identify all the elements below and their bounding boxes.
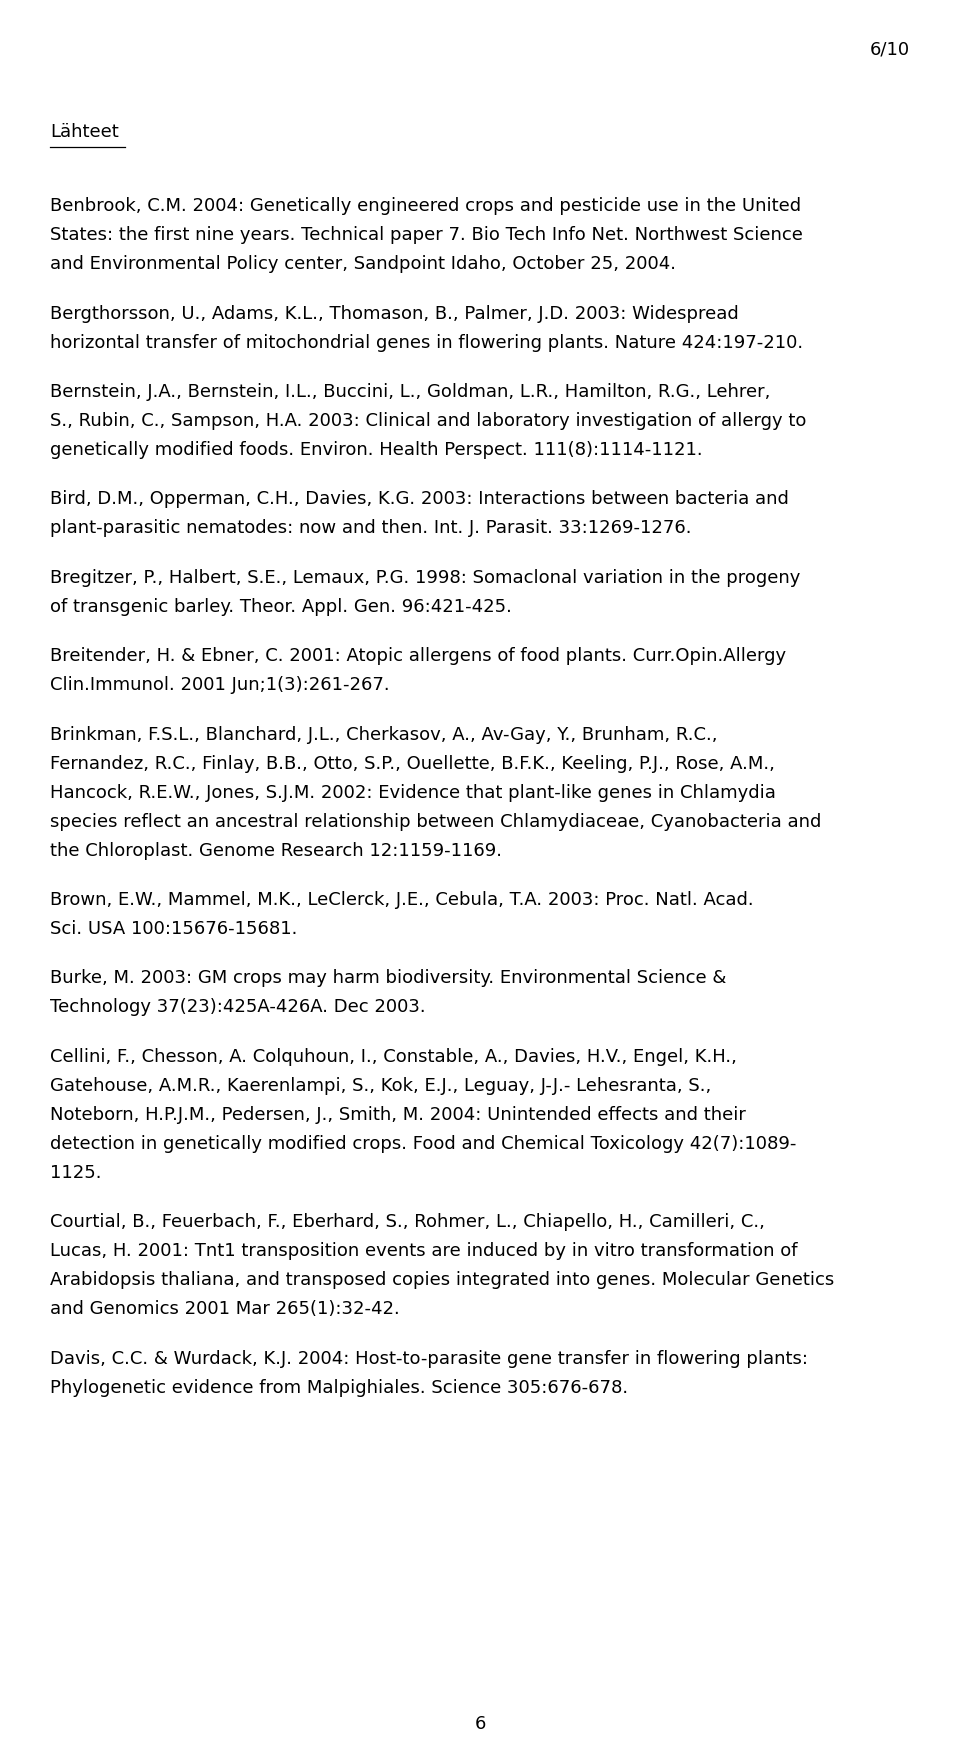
Text: species reflect an ancestral relationship between Chlamydiaceae, Cyanobacteria a: species reflect an ancestral relationshi…: [50, 812, 822, 831]
Text: Breitender, H. & Ebner, C. 2001: Atopic allergens of food plants. Curr.Opin.Alle: Breitender, H. & Ebner, C. 2001: Atopic …: [50, 646, 786, 666]
Text: Bergthorsson, U., Adams, K.L., Thomason, B., Palmer, J.D. 2003: Widespread: Bergthorsson, U., Adams, K.L., Thomason,…: [50, 305, 738, 322]
Text: detection in genetically modified crops. Food and Chemical Toxicology 42(7):1089: detection in genetically modified crops.…: [50, 1134, 796, 1153]
Text: plant-parasitic nematodes: now and then. Int. J. Parasit. 33:1269-1276.: plant-parasitic nematodes: now and then.…: [50, 519, 691, 537]
Text: Bernstein, J.A., Bernstein, I.L., Buccini, L., Goldman, L.R., Hamilton, R.G., Le: Bernstein, J.A., Bernstein, I.L., Buccin…: [50, 382, 770, 402]
Text: Cellini, F., Chesson, A. Colquhoun, I., Constable, A., Davies, H.V., Engel, K.H.: Cellini, F., Chesson, A. Colquhoun, I., …: [50, 1048, 736, 1065]
Text: and Environmental Policy center, Sandpoint Idaho, October 25, 2004.: and Environmental Policy center, Sandpoi…: [50, 255, 676, 273]
Text: Noteborn, H.P.J.M., Pedersen, J., Smith, M. 2004: Unintended effects and their: Noteborn, H.P.J.M., Pedersen, J., Smith,…: [50, 1106, 746, 1124]
Text: Benbrook, C.M. 2004: Genetically engineered crops and pesticide use in the Unite: Benbrook, C.M. 2004: Genetically enginee…: [50, 197, 801, 215]
Text: Courtial, B., Feuerbach, F., Eberhard, S., Rohmer, L., Chiapello, H., Camilleri,: Courtial, B., Feuerbach, F., Eberhard, S…: [50, 1213, 765, 1231]
Text: Sci. USA 100:15676-15681.: Sci. USA 100:15676-15681.: [50, 919, 298, 939]
Text: 1125.: 1125.: [50, 1164, 102, 1182]
Text: the Chloroplast. Genome Research 12:1159-1169.: the Chloroplast. Genome Research 12:1159…: [50, 842, 502, 859]
Text: Davis, C.C. & Wurdack, K.J. 2004: Host-to-parasite gene transfer in flowering pl: Davis, C.C. & Wurdack, K.J. 2004: Host-t…: [50, 1349, 808, 1368]
Text: States: the first nine years. Technical paper 7. Bio Tech Info Net. Northwest Sc: States: the first nine years. Technical …: [50, 225, 803, 245]
Text: Arabidopsis thaliana, and transposed copies integrated into genes. Molecular Gen: Arabidopsis thaliana, and transposed cop…: [50, 1271, 834, 1289]
Text: Hancock, R.E.W., Jones, S.J.M. 2002: Evidence that plant-like genes in Chlamydia: Hancock, R.E.W., Jones, S.J.M. 2002: Evi…: [50, 784, 776, 801]
Text: Clin.Immunol. 2001 Jun;1(3):261-267.: Clin.Immunol. 2001 Jun;1(3):261-267.: [50, 676, 390, 694]
Text: and Genomics 2001 Mar 265(1):32-42.: and Genomics 2001 Mar 265(1):32-42.: [50, 1300, 399, 1319]
Text: Lähteet: Lähteet: [50, 123, 119, 141]
Text: of transgenic barley. Theor. Appl. Gen. 96:421-425.: of transgenic barley. Theor. Appl. Gen. …: [50, 597, 512, 616]
Text: Lucas, H. 2001: Tnt1 transposition events are induced by in vitro transformation: Lucas, H. 2001: Tnt1 transposition event…: [50, 1242, 798, 1261]
Text: 6: 6: [474, 1715, 486, 1733]
Text: Gatehouse, A.M.R., Kaerenlampi, S., Kok, E.J., Leguay, J-J.- Lehesranta, S.,: Gatehouse, A.M.R., Kaerenlampi, S., Kok,…: [50, 1076, 711, 1095]
Text: Phylogenetic evidence from Malpighiales. Science 305:676-678.: Phylogenetic evidence from Malpighiales.…: [50, 1379, 628, 1396]
Text: genetically modified foods. Environ. Health Perspect. 111(8):1114-1121.: genetically modified foods. Environ. Hea…: [50, 440, 703, 460]
Text: Fernandez, R.C., Finlay, B.B., Otto, S.P., Ouellette, B.F.K., Keeling, P.J., Ros: Fernandez, R.C., Finlay, B.B., Otto, S.P…: [50, 754, 775, 773]
Text: Brinkman, F.S.L., Blanchard, J.L., Cherkasov, A., Av-Gay, Y., Brunham, R.C.,: Brinkman, F.S.L., Blanchard, J.L., Cherk…: [50, 726, 717, 743]
Text: Bregitzer, P., Halbert, S.E., Lemaux, P.G. 1998: Somaclonal variation in the pro: Bregitzer, P., Halbert, S.E., Lemaux, P.…: [50, 569, 801, 586]
Text: Technology 37(23):425A-426A. Dec 2003.: Technology 37(23):425A-426A. Dec 2003.: [50, 998, 425, 1016]
Text: Bird, D.M., Opperman, C.H., Davies, K.G. 2003: Interactions between bacteria and: Bird, D.M., Opperman, C.H., Davies, K.G.…: [50, 490, 789, 509]
Text: S., Rubin, C., Sampson, H.A. 2003: Clinical and laboratory investigation of alle: S., Rubin, C., Sampson, H.A. 2003: Clini…: [50, 412, 806, 430]
Text: Brown, E.W., Mammel, M.K., LeClerck, J.E., Cebula, T.A. 2003: Proc. Natl. Acad.: Brown, E.W., Mammel, M.K., LeClerck, J.E…: [50, 891, 754, 909]
Text: 6/10: 6/10: [870, 41, 910, 58]
Text: horizontal transfer of mitochondrial genes in flowering plants. Nature 424:197-2: horizontal transfer of mitochondrial gen…: [50, 333, 804, 352]
Text: Burke, M. 2003: GM crops may harm biodiversity. Environmental Science &: Burke, M. 2003: GM crops may harm biodiv…: [50, 969, 727, 988]
